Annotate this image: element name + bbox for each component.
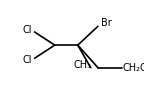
- Text: Cl: Cl: [22, 25, 32, 35]
- Text: Br: Br: [101, 18, 112, 28]
- Text: Cl: Cl: [22, 55, 32, 65]
- Text: CH₃: CH₃: [73, 61, 91, 70]
- Text: CH₂CH₃: CH₂CH₃: [122, 63, 144, 73]
